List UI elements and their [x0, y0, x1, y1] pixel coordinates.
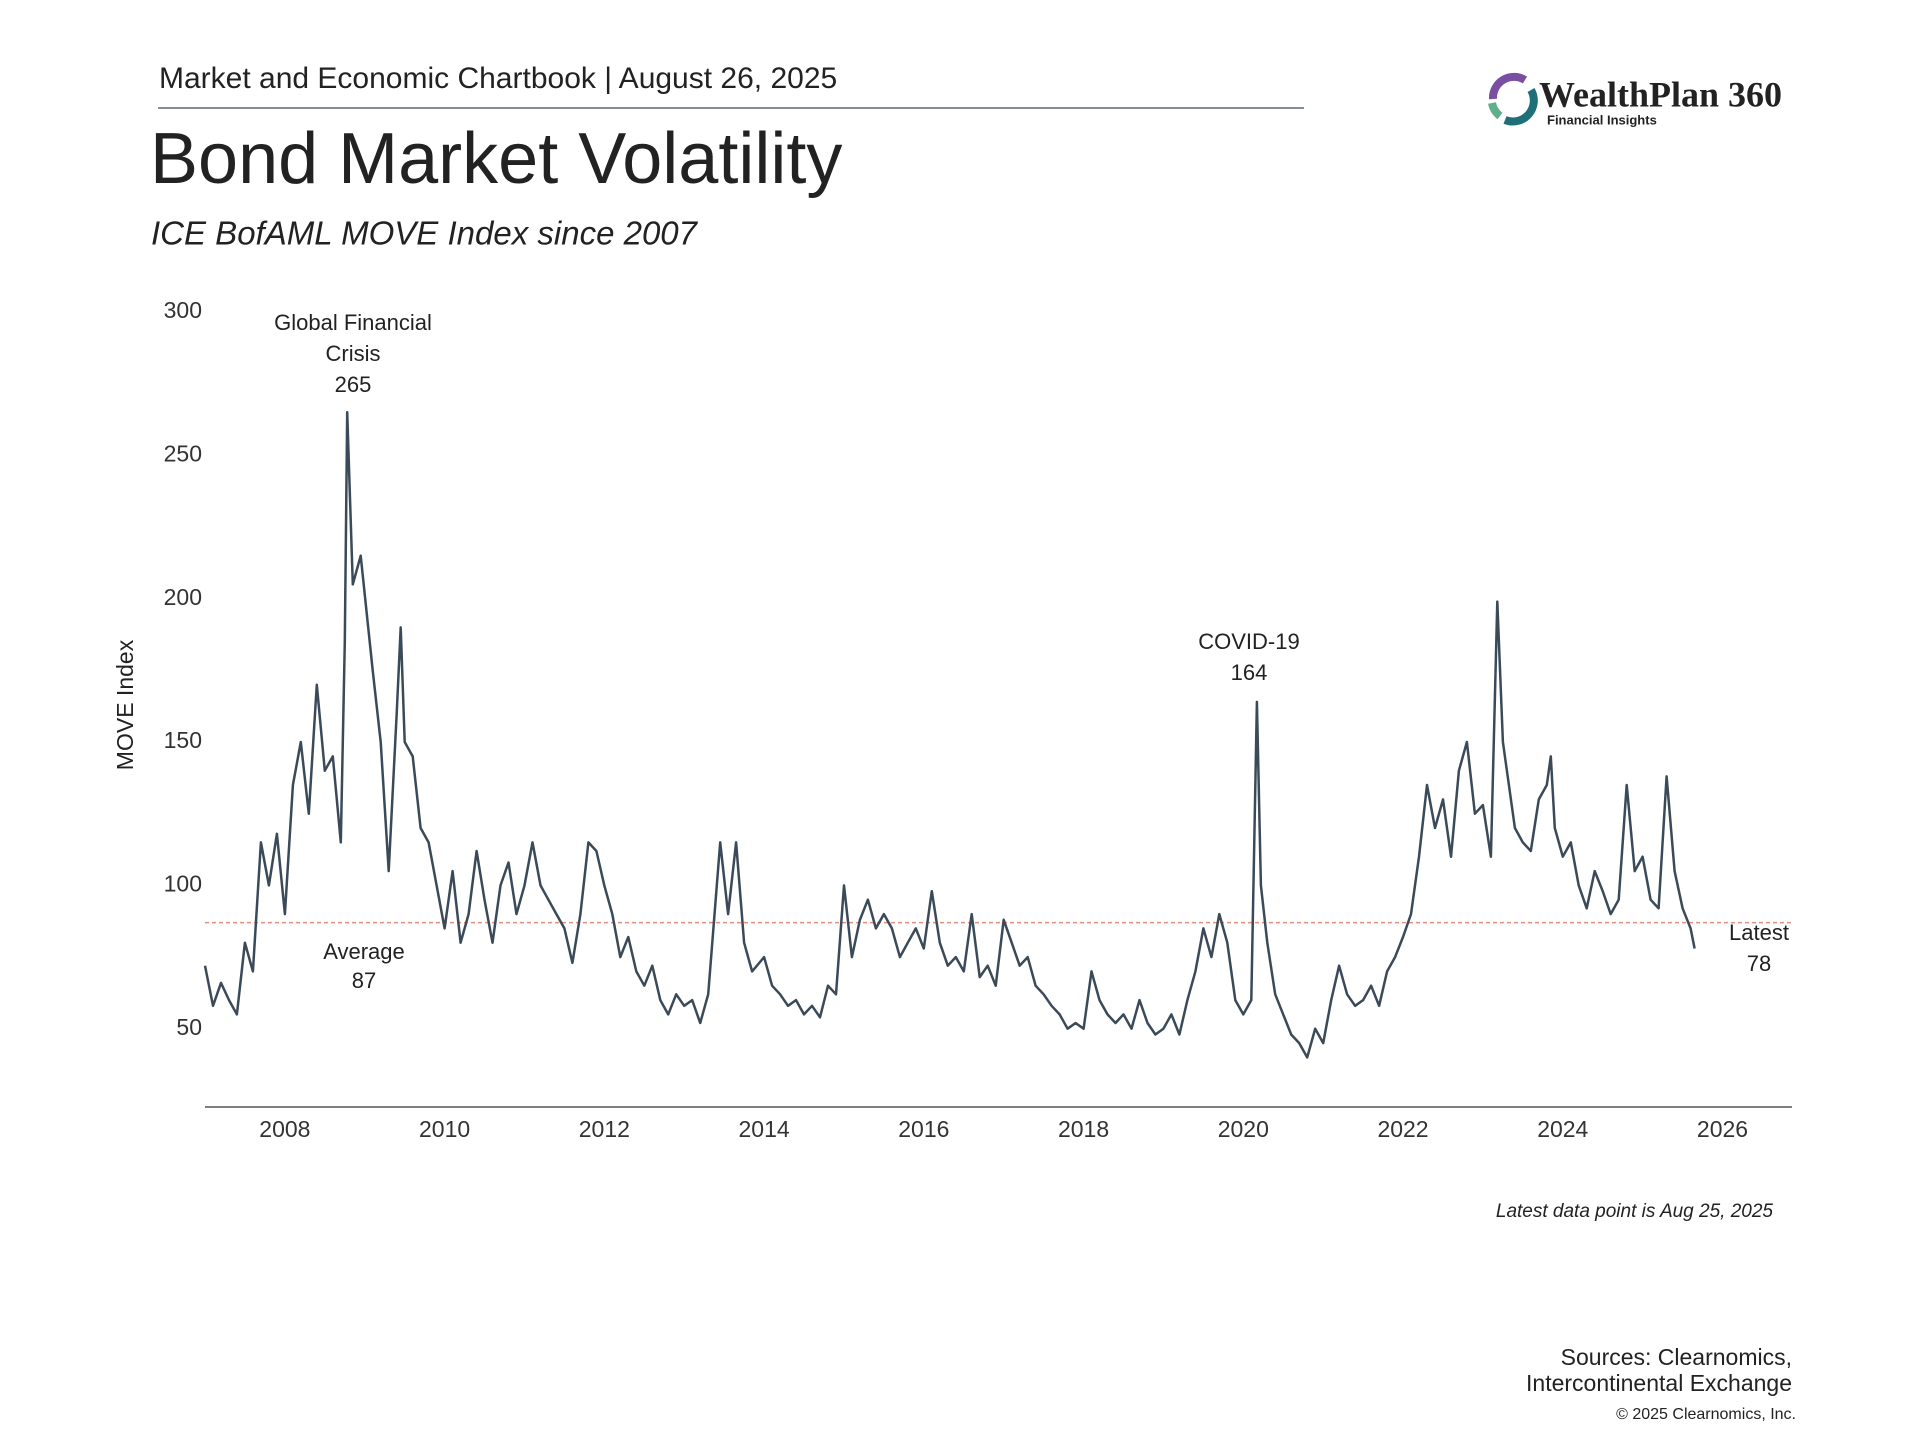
logo-arc — [1488, 102, 1503, 120]
line — [203, 411, 1696, 1059]
logo-arc — [1503, 88, 1538, 126]
logo: WealthPlan 360 Financial Insights — [1488, 72, 1782, 127]
x-tick-label: 2024 — [1537, 1116, 1588, 1142]
annotation-value: 164 — [1231, 660, 1268, 685]
x-tick-label: 2016 — [898, 1116, 949, 1142]
average-label: Average — [323, 939, 405, 964]
x-tick-label: 2014 — [738, 1116, 789, 1142]
sources: Intercontinental Exchange — [1526, 1370, 1792, 1396]
y-axis-label: MOVE Index — [112, 639, 138, 770]
x-tick-label: 2026 — [1697, 1116, 1748, 1142]
y-tick-label: 50 — [176, 1014, 202, 1040]
x-tick-label: 2010 — [419, 1116, 470, 1142]
logo-tagline: Financial Insights — [1547, 112, 1657, 127]
copyright: © 2025 Clearnomics, Inc. — [1616, 1406, 1796, 1423]
header: Market and Economic Chartbook | August 2… — [159, 62, 837, 95]
sources: Sources: Clearnomics, — [1561, 1344, 1792, 1370]
annotation-label: Crisis — [326, 341, 381, 366]
x-tick-label: 2020 — [1218, 1116, 1269, 1142]
y-tick-label: 200 — [164, 584, 202, 610]
x-tick-label: 2012 — [579, 1116, 630, 1142]
y-tick-label: 300 — [164, 297, 202, 323]
chart-title: Bond Market Volatility — [150, 119, 842, 199]
y-tick-label: 100 — [164, 870, 202, 896]
annotation-label: COVID-19 — [1198, 629, 1299, 654]
annotation-label: Global Financial — [274, 310, 432, 335]
annotation-value: 265 — [335, 372, 372, 397]
x-tick-label: 2022 — [1377, 1116, 1428, 1142]
y-tick-label: 150 — [164, 727, 202, 753]
latest-label: Latest — [1729, 920, 1789, 945]
average-value: 87 — [352, 968, 376, 993]
logo-arc — [1489, 72, 1528, 100]
x-tick-label: 2008 — [259, 1116, 310, 1142]
x-tick-label: 2018 — [1058, 1116, 1109, 1142]
latest-value: 78 — [1747, 951, 1771, 976]
logo-name: WealthPlan 360 — [1539, 74, 1782, 114]
y-tick-label: 250 — [164, 440, 202, 466]
note: Latest data point is Aug 25, 2025 — [1496, 1201, 1774, 1222]
chart-subtitle: ICE BofAML MOVE Index since 2007 — [151, 215, 699, 252]
